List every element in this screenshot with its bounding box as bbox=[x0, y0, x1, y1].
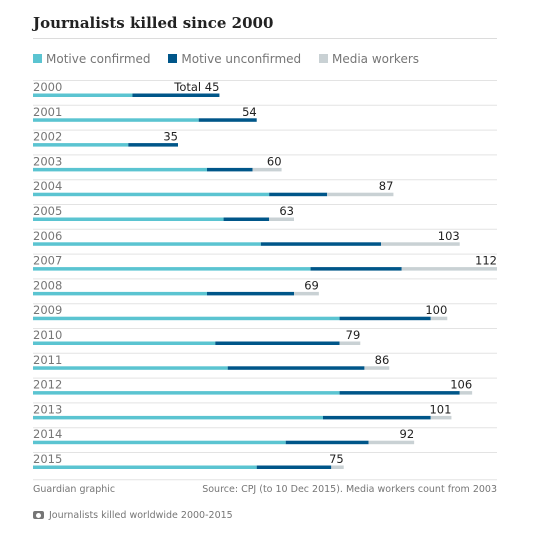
bar-2013-motive-unconfirmed bbox=[323, 415, 431, 420]
year-label-2009: 2009 bbox=[33, 303, 62, 317]
chart-legend: Motive confirmed Motive unconfirmed Medi… bbox=[33, 52, 433, 66]
footer-credit: Guardian graphic bbox=[33, 484, 116, 495]
total-label-2014: 92 bbox=[400, 427, 415, 441]
bar-2004-motive-unconfirmed bbox=[269, 192, 328, 197]
bar-2000-motive-unconfirmed bbox=[132, 93, 220, 97]
bar-2015-media-workers bbox=[331, 465, 344, 469]
bar-2010-media-workers bbox=[339, 341, 361, 345]
year-label-2000: 2000 bbox=[33, 80, 62, 94]
bar-2005-motive-unconfirmed bbox=[223, 217, 270, 221]
year-label-2005: 2005 bbox=[33, 204, 62, 218]
legend-label-media-workers: Media workers bbox=[331, 52, 420, 66]
legend-swatch-motive-confirmed bbox=[33, 54, 42, 63]
bar-2001-motive-confirmed bbox=[33, 118, 199, 122]
bar-2000-motive-confirmed bbox=[33, 93, 133, 97]
legend-label-motive-confirmed: Motive confirmed bbox=[46, 52, 151, 66]
chart-title: Journalists killed since 2000 bbox=[33, 14, 274, 32]
total-label-2005: 63 bbox=[279, 204, 294, 218]
total-label-2002: 35 bbox=[163, 130, 178, 144]
bar-2014-media-workers bbox=[368, 440, 415, 445]
bar-2011-motive-unconfirmed bbox=[227, 366, 365, 370]
total-label-2003: 60 bbox=[267, 154, 282, 168]
year-label-2011: 2011 bbox=[33, 353, 62, 367]
bar-2006-motive-confirmed bbox=[33, 242, 261, 246]
bar-2011-media-workers bbox=[364, 366, 390, 370]
total-label-2008: 69 bbox=[304, 278, 319, 292]
bar-2010-motive-unconfirmed bbox=[215, 341, 340, 345]
year-label-2007: 2007 bbox=[33, 254, 62, 268]
bar-2015-motive-confirmed bbox=[33, 465, 257, 469]
legend-swatch-motive-unconfirmed bbox=[168, 54, 178, 63]
bar-2013-media-workers bbox=[430, 415, 452, 420]
bar-2004-motive-confirmed bbox=[33, 192, 270, 197]
footer-source: Source: CPJ (to 10 Dec 2015). Media work… bbox=[202, 484, 497, 495]
bar-2015-motive-unconfirmed bbox=[256, 465, 332, 469]
total-label-2010: 79 bbox=[346, 328, 361, 342]
year-label-2006: 2006 bbox=[33, 229, 62, 243]
bar-2011-motive-confirmed bbox=[33, 366, 228, 370]
title-divider bbox=[33, 38, 497, 39]
legend-item-motive-confirmed: Motive confirmed bbox=[33, 52, 151, 66]
bar-2007-motive-confirmed bbox=[33, 267, 311, 271]
total-label-2012: 106 bbox=[450, 378, 472, 392]
bar-2002-motive-confirmed bbox=[33, 143, 129, 147]
bar-2009-motive-unconfirmed bbox=[339, 316, 431, 321]
bar-2009-motive-confirmed bbox=[33, 316, 340, 321]
bar-2009-media-workers bbox=[430, 316, 448, 321]
year-label-2013: 2013 bbox=[33, 402, 62, 416]
bar-2006-media-workers bbox=[381, 242, 460, 246]
bar-2012-motive-unconfirmed bbox=[339, 391, 460, 395]
year-label-2010: 2010 bbox=[33, 328, 62, 342]
bar-2007-motive-unconfirmed bbox=[310, 267, 402, 271]
total-label-2007: 112 bbox=[475, 254, 497, 268]
bar-2006-motive-unconfirmed bbox=[260, 242, 381, 246]
camera-icon bbox=[33, 511, 44, 519]
total-label-2011: 86 bbox=[375, 353, 390, 367]
total-label-2015: 75 bbox=[329, 452, 344, 466]
bar-2003-motive-unconfirmed bbox=[207, 167, 253, 172]
year-label-2003: 2003 bbox=[33, 154, 62, 168]
bar-2005-media-workers bbox=[269, 217, 294, 221]
total-label-2001: 54 bbox=[242, 105, 257, 119]
year-label-2015: 2015 bbox=[33, 452, 62, 466]
caption-text: Journalists killed worldwide 2000-2015 bbox=[49, 510, 233, 521]
caption: Journalists killed worldwide 2000-2015 bbox=[33, 510, 233, 521]
bar-2010-motive-confirmed bbox=[33, 341, 216, 345]
bar-2012-motive-confirmed bbox=[33, 391, 340, 395]
year-label-2004: 2004 bbox=[33, 179, 62, 193]
total-label-2009: 100 bbox=[425, 303, 447, 317]
total-label-2006: 103 bbox=[438, 229, 460, 243]
bar-2001-motive-unconfirmed bbox=[198, 118, 257, 122]
bar-2003-motive-confirmed bbox=[33, 167, 207, 172]
total-label-2000: Total 45 bbox=[173, 80, 219, 94]
bar-2008-motive-confirmed bbox=[33, 291, 207, 296]
year-label-2012: 2012 bbox=[33, 378, 62, 392]
year-label-2002: 2002 bbox=[33, 130, 62, 144]
bar-2014-motive-confirmed bbox=[33, 440, 286, 445]
year-label-2001: 2001 bbox=[33, 105, 62, 119]
bar-2002-motive-unconfirmed bbox=[128, 143, 178, 147]
legend-label-motive-unconfirmed: Motive unconfirmed bbox=[181, 52, 302, 66]
bar-2013-motive-confirmed bbox=[33, 415, 323, 420]
bar-2005-motive-confirmed bbox=[33, 217, 224, 221]
total-label-2013: 101 bbox=[429, 402, 451, 416]
bar-2007-media-workers bbox=[401, 267, 497, 271]
bar-2003-media-workers bbox=[252, 167, 282, 172]
legend-item-motive-unconfirmed: Motive unconfirmed bbox=[168, 52, 301, 66]
bar-2014-motive-unconfirmed bbox=[285, 440, 369, 445]
bar-2012-media-workers bbox=[459, 391, 473, 395]
legend-item-media-workers: Media workers bbox=[318, 52, 420, 66]
legend-swatch-media-workers bbox=[318, 54, 328, 63]
year-label-2014: 2014 bbox=[33, 427, 62, 441]
year-label-2008: 2008 bbox=[33, 278, 62, 292]
bar-2008-motive-unconfirmed bbox=[207, 291, 294, 296]
bar-2008-media-workers bbox=[294, 291, 319, 296]
total-label-2004: 87 bbox=[379, 179, 394, 193]
bar-2004-media-workers bbox=[327, 192, 394, 197]
